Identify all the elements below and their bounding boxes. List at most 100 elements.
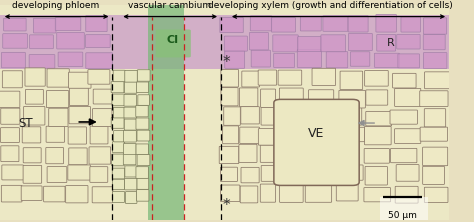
- FancyBboxPatch shape: [280, 88, 303, 107]
- FancyBboxPatch shape: [55, 18, 81, 31]
- FancyBboxPatch shape: [125, 166, 137, 177]
- FancyBboxPatch shape: [89, 147, 110, 164]
- FancyBboxPatch shape: [278, 70, 302, 85]
- FancyBboxPatch shape: [225, 51, 245, 68]
- FancyBboxPatch shape: [66, 186, 88, 203]
- FancyBboxPatch shape: [111, 82, 124, 93]
- FancyBboxPatch shape: [69, 72, 91, 88]
- FancyBboxPatch shape: [136, 167, 148, 178]
- FancyBboxPatch shape: [240, 127, 259, 143]
- FancyBboxPatch shape: [323, 16, 348, 31]
- FancyBboxPatch shape: [326, 52, 348, 68]
- FancyBboxPatch shape: [374, 53, 399, 67]
- FancyBboxPatch shape: [423, 18, 447, 34]
- FancyBboxPatch shape: [23, 165, 42, 183]
- FancyBboxPatch shape: [3, 34, 27, 48]
- FancyBboxPatch shape: [44, 186, 65, 202]
- FancyBboxPatch shape: [1, 185, 22, 202]
- Text: developing xylem (growth and differentiation of cells): developing xylem (growth and differentia…: [208, 1, 452, 10]
- FancyBboxPatch shape: [395, 88, 421, 107]
- FancyBboxPatch shape: [424, 109, 446, 127]
- FancyBboxPatch shape: [46, 147, 64, 164]
- FancyBboxPatch shape: [25, 68, 45, 86]
- FancyBboxPatch shape: [46, 91, 69, 108]
- FancyBboxPatch shape: [57, 32, 84, 49]
- FancyBboxPatch shape: [113, 70, 125, 82]
- FancyBboxPatch shape: [423, 147, 448, 166]
- FancyBboxPatch shape: [111, 117, 124, 128]
- FancyBboxPatch shape: [273, 53, 295, 67]
- FancyBboxPatch shape: [112, 168, 125, 179]
- FancyBboxPatch shape: [339, 90, 365, 108]
- FancyBboxPatch shape: [1, 108, 20, 124]
- FancyBboxPatch shape: [221, 88, 238, 106]
- FancyBboxPatch shape: [221, 69, 238, 87]
- FancyBboxPatch shape: [46, 126, 64, 142]
- FancyBboxPatch shape: [391, 148, 417, 163]
- FancyBboxPatch shape: [305, 185, 332, 202]
- FancyBboxPatch shape: [33, 18, 56, 33]
- FancyBboxPatch shape: [348, 16, 368, 32]
- FancyBboxPatch shape: [420, 91, 448, 107]
- FancyBboxPatch shape: [114, 131, 125, 142]
- FancyBboxPatch shape: [112, 94, 124, 106]
- FancyBboxPatch shape: [301, 16, 321, 31]
- FancyBboxPatch shape: [92, 187, 113, 203]
- Text: vascular cambium: vascular cambium: [128, 1, 211, 10]
- FancyBboxPatch shape: [85, 35, 110, 48]
- FancyBboxPatch shape: [364, 149, 390, 163]
- FancyBboxPatch shape: [58, 52, 83, 67]
- FancyBboxPatch shape: [90, 126, 108, 144]
- FancyBboxPatch shape: [250, 16, 272, 31]
- FancyBboxPatch shape: [273, 35, 298, 52]
- FancyBboxPatch shape: [90, 167, 108, 182]
- FancyBboxPatch shape: [425, 72, 450, 89]
- FancyBboxPatch shape: [271, 18, 296, 32]
- FancyBboxPatch shape: [423, 166, 445, 184]
- FancyBboxPatch shape: [423, 53, 447, 69]
- FancyBboxPatch shape: [69, 88, 88, 105]
- FancyBboxPatch shape: [251, 50, 271, 67]
- FancyBboxPatch shape: [365, 166, 387, 185]
- FancyBboxPatch shape: [392, 73, 416, 88]
- FancyBboxPatch shape: [310, 166, 337, 183]
- FancyBboxPatch shape: [69, 107, 91, 124]
- FancyBboxPatch shape: [280, 184, 303, 202]
- FancyBboxPatch shape: [261, 107, 278, 125]
- FancyBboxPatch shape: [297, 50, 322, 67]
- FancyBboxPatch shape: [2, 71, 22, 88]
- FancyBboxPatch shape: [136, 118, 149, 129]
- Bar: [0, 16, 449, 69]
- FancyBboxPatch shape: [277, 109, 304, 125]
- FancyBboxPatch shape: [261, 89, 275, 107]
- FancyBboxPatch shape: [123, 154, 136, 165]
- FancyBboxPatch shape: [261, 165, 280, 181]
- FancyBboxPatch shape: [423, 35, 445, 50]
- FancyBboxPatch shape: [47, 166, 67, 182]
- FancyBboxPatch shape: [258, 129, 277, 145]
- FancyBboxPatch shape: [2, 165, 23, 180]
- FancyBboxPatch shape: [401, 17, 420, 32]
- FancyBboxPatch shape: [279, 130, 302, 144]
- FancyBboxPatch shape: [350, 52, 370, 66]
- FancyBboxPatch shape: [112, 179, 124, 190]
- FancyBboxPatch shape: [138, 95, 149, 105]
- FancyBboxPatch shape: [398, 54, 419, 68]
- FancyBboxPatch shape: [395, 186, 418, 203]
- FancyBboxPatch shape: [420, 127, 447, 141]
- FancyBboxPatch shape: [339, 107, 362, 125]
- FancyBboxPatch shape: [125, 82, 137, 93]
- FancyBboxPatch shape: [47, 69, 69, 87]
- FancyBboxPatch shape: [125, 70, 137, 82]
- FancyBboxPatch shape: [366, 111, 392, 126]
- FancyBboxPatch shape: [68, 165, 91, 180]
- FancyBboxPatch shape: [376, 14, 396, 32]
- FancyBboxPatch shape: [86, 53, 112, 69]
- FancyBboxPatch shape: [311, 126, 336, 145]
- FancyBboxPatch shape: [321, 35, 346, 52]
- FancyBboxPatch shape: [92, 109, 112, 127]
- FancyBboxPatch shape: [336, 184, 358, 201]
- FancyBboxPatch shape: [123, 143, 136, 155]
- FancyBboxPatch shape: [137, 70, 150, 81]
- Text: CI: CI: [166, 35, 179, 45]
